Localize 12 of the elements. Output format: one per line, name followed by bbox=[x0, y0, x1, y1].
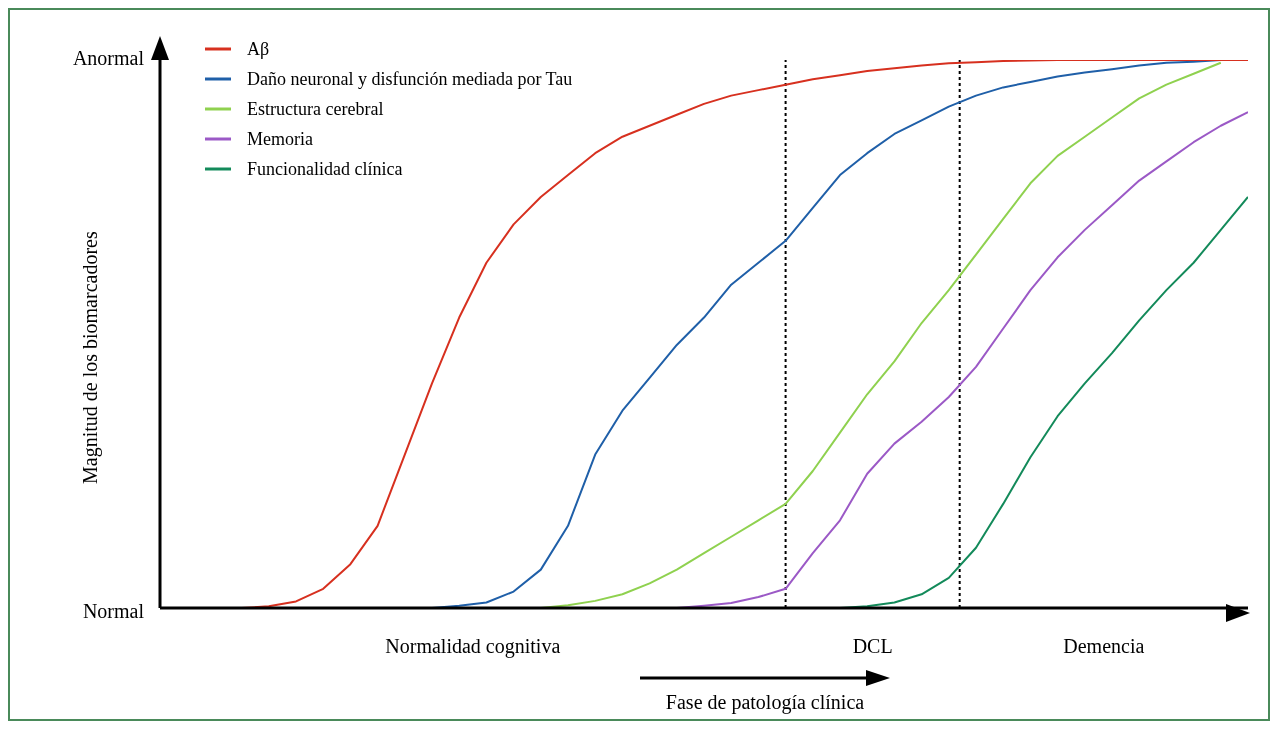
text: Anormal bbox=[72, 47, 144, 70]
legend-label: Memoria bbox=[247, 128, 313, 151]
legend-label: Funcionalidad clínica bbox=[247, 158, 403, 181]
text: Normalidad cognitiva bbox=[385, 635, 561, 658]
legend-label: Aβ bbox=[247, 38, 270, 61]
text: Demencia bbox=[1063, 635, 1145, 658]
legend-label: Daño neuronal y disfunción mediada por Tau bbox=[247, 68, 573, 91]
text: Normal bbox=[82, 600, 144, 623]
y-axis-title: Magnitud de los biomarcadores bbox=[79, 231, 103, 484]
legend-label: Estructura cerebral bbox=[247, 98, 384, 121]
text: Fase de patología clínica bbox=[665, 691, 865, 714]
text: DCL bbox=[852, 635, 893, 658]
